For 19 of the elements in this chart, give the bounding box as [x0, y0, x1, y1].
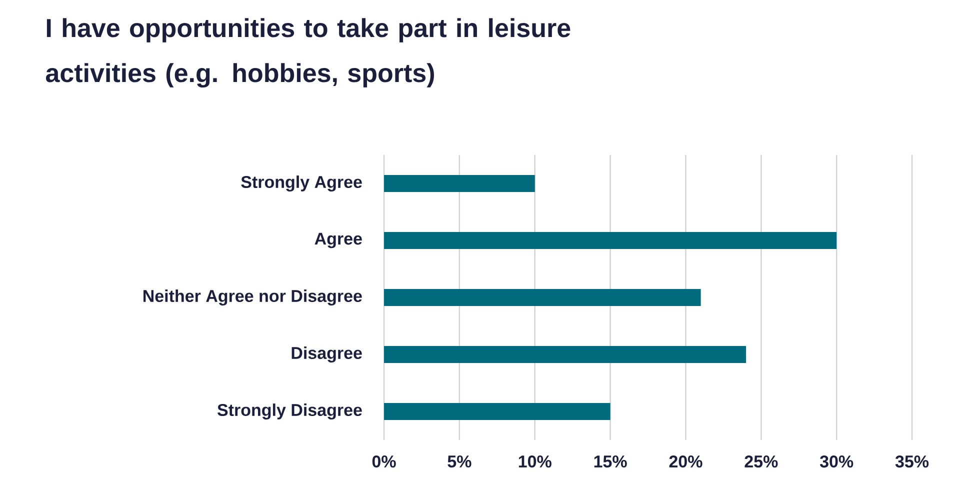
- y-tick-label: Strongly Agree: [241, 176, 362, 192]
- y-tick-label: Disagree: [292, 346, 362, 362]
- bar: [384, 174, 535, 192]
- bar: [384, 346, 746, 363]
- y-tick-label: Neither Agree nor Disagree: [144, 290, 362, 306]
- chart-title: I have opportunities to take part in leisure activities (e.g. hobbies, sports): [46, 18, 570, 88]
- bar: [384, 402, 610, 420]
- x-tick-label: 35%: [895, 456, 929, 468]
- x-tick-label: 5%: [448, 456, 472, 468]
- x-tick-label: 25%: [744, 456, 778, 468]
- bar: [384, 288, 701, 306]
- y-tick-label: Strongly Disagree: [217, 404, 362, 420]
- x-tick-label: 0%: [372, 456, 396, 468]
- bar: [384, 232, 837, 249]
- x-tick-label: 10%: [518, 456, 552, 468]
- x-tick-label: 15%: [594, 456, 627, 468]
- y-tick-label: Agree: [314, 232, 362, 248]
- x-tick-label: 30%: [820, 456, 854, 468]
- x-tick-label: 20%: [669, 456, 702, 468]
